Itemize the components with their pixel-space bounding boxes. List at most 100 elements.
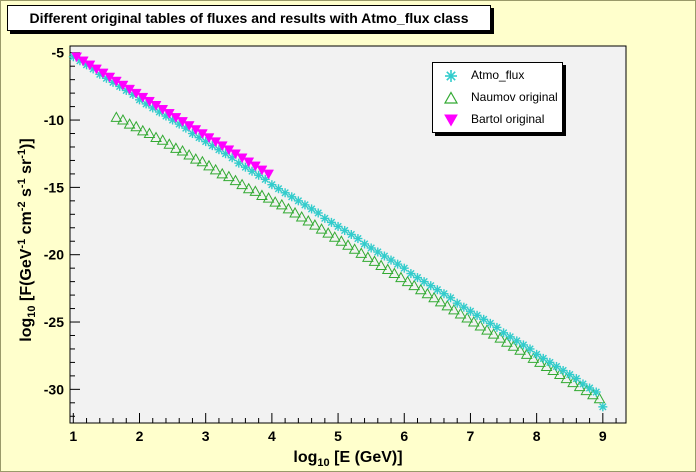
naumov-point <box>553 368 566 380</box>
axis-ticks <box>70 52 617 423</box>
atmo-flux-point <box>293 196 303 206</box>
atmo-flux-point <box>499 328 509 338</box>
naumov-point <box>487 328 500 339</box>
atmo-flux-point <box>518 340 528 350</box>
atmo-flux-point <box>373 247 383 257</box>
atmo-flux-point <box>320 213 330 223</box>
naumov-point <box>335 235 348 246</box>
naumov-point <box>375 259 387 270</box>
naumov-point <box>216 167 229 179</box>
naumov-point <box>494 332 507 343</box>
naumov-point <box>236 178 248 190</box>
atmo-flux-point <box>287 192 297 202</box>
naumov-point <box>282 202 295 214</box>
down-triangle-marker-icon <box>444 114 458 127</box>
naumov-point <box>110 111 123 122</box>
naumov-point <box>501 336 513 347</box>
naumov-point <box>401 275 414 287</box>
legend-label-naumov: Naumov original <box>471 90 558 104</box>
naumov-point <box>262 192 275 203</box>
atmo-flux-point <box>313 208 323 218</box>
naumov-point <box>381 263 394 275</box>
data-marks <box>68 52 608 412</box>
atmo-flux-point <box>386 255 396 265</box>
atmo-flux-point <box>446 293 456 303</box>
naumov-point <box>302 215 315 226</box>
atmo-flux-point <box>426 281 436 291</box>
atmo-flux-point <box>485 318 495 328</box>
chart-title: Different original tables of fluxes and … <box>29 10 469 26</box>
naumov-point <box>328 231 341 242</box>
naumov-point <box>567 376 579 388</box>
atmo-flux-point <box>413 273 422 283</box>
legend-entry-bartol: Bartol original <box>433 109 562 131</box>
x-tick-label: 3 <box>202 428 210 444</box>
naumov-point <box>176 144 189 156</box>
atmo-flux-point <box>353 234 363 244</box>
naumov-point <box>534 356 546 367</box>
naumov-point <box>388 267 401 279</box>
naumov-point <box>136 124 149 136</box>
atmo-flux-point <box>340 225 350 235</box>
naumov-point <box>560 372 573 384</box>
atmo-flux-point <box>591 387 601 397</box>
naumov-point <box>196 155 209 167</box>
naumov-point <box>474 320 487 331</box>
atmo-flux-point <box>598 402 608 412</box>
atmo-flux-point <box>512 336 522 346</box>
naumov-point <box>295 210 308 222</box>
atmo-flux-point <box>479 314 489 324</box>
naumov-point <box>150 131 162 143</box>
y-axis-title: log10 [F(GeV-1 cm-2 s-1 sr-1)] <box>16 138 38 341</box>
x-tick-label: 6 <box>400 428 408 444</box>
naumov-point <box>355 247 368 258</box>
atmo-flux-point <box>585 383 595 393</box>
bartol-point <box>263 169 274 180</box>
legend-entry-atmo-flux: Atmo_flux <box>433 65 562 87</box>
naumov-point <box>467 315 480 327</box>
y-axis-title-part-d: sr <box>18 159 35 179</box>
naumov-point <box>309 219 321 230</box>
naumov-point <box>441 299 454 311</box>
asterisk-marker-icon <box>445 70 457 82</box>
legend-label-bartol: Bartol original <box>471 112 545 126</box>
naumov-point <box>275 198 288 210</box>
naumov-point <box>289 206 301 218</box>
atmo-flux-point <box>452 298 462 308</box>
atmo-flux-point <box>525 344 535 354</box>
naumov-point <box>163 138 176 149</box>
naumov-point <box>507 340 520 351</box>
atmo-flux-point <box>161 111 171 121</box>
naumov-point <box>123 118 136 129</box>
x-tick-label: 9 <box>599 428 607 444</box>
naumov-point <box>183 149 195 160</box>
naumov-point <box>143 127 156 139</box>
atmo-flux-point <box>459 302 469 312</box>
atmo-flux-point <box>552 361 561 371</box>
naumov-point <box>203 159 215 171</box>
naumov-point <box>520 348 533 359</box>
y-tick-label: -10 <box>44 112 64 128</box>
naumov-point <box>395 271 407 283</box>
y-axis-title-sub: 10 <box>26 305 38 317</box>
y-tick-label: -15 <box>44 179 64 195</box>
naumov-point <box>481 324 493 335</box>
atmo-flux-point <box>300 200 310 210</box>
atmo-flux-point <box>333 221 343 231</box>
x-tick-label: 8 <box>533 428 541 444</box>
atmo-flux-point <box>267 180 277 190</box>
x-axis-title-rest: [E (GeV)] <box>330 449 403 466</box>
open-triangle-marker-icon <box>443 91 459 104</box>
naumov-point <box>362 251 374 262</box>
naumov-point <box>315 223 328 234</box>
atmo-flux-point <box>439 289 449 299</box>
naumov-point <box>514 344 526 355</box>
naumov-point <box>348 243 361 254</box>
y-axis-title-sup-3: -1 <box>16 178 28 188</box>
naumov-point <box>269 196 282 207</box>
atmo-flux-point <box>419 277 429 287</box>
legend: Atmo_flux Naumov original Bartol origina… <box>432 62 563 133</box>
tick-labels: 1 2 3 4 5 6 7 8 9 -5 -10 -15 -20 -25 -30 <box>44 45 607 444</box>
